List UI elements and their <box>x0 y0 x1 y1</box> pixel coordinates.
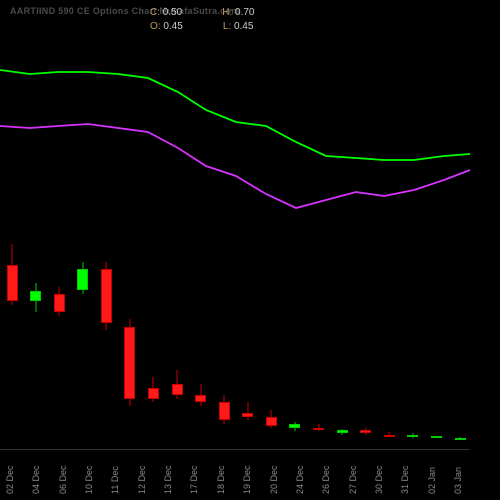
candle <box>124 0 135 450</box>
x-axis-label: 11 Dec <box>110 466 120 494</box>
candle-body <box>337 430 348 432</box>
x-axis: 02 Dec 04 Dec 06 Dec 10 Dec 11 Dec 12 Dec 13 D… <box>0 450 470 500</box>
candle <box>242 0 253 450</box>
x-axis-label: 18 Dec <box>216 465 226 494</box>
candle <box>172 0 183 450</box>
candle <box>148 0 159 450</box>
x-axis-label: 24 Dec <box>295 465 305 494</box>
candle <box>289 0 300 450</box>
candle-body <box>289 424 300 428</box>
candle <box>219 0 230 450</box>
x-axis-label: 30 Dec <box>374 465 384 494</box>
x-axis-label: 12 Dec <box>137 465 147 494</box>
x-axis-label: 31 Dec <box>400 465 410 494</box>
candle-body <box>77 269 88 291</box>
candle-body <box>219 402 230 420</box>
candle-wick <box>247 402 248 420</box>
candle <box>431 0 442 450</box>
candle-body <box>455 438 466 440</box>
indicator-lines <box>0 0 470 450</box>
plot-area <box>0 0 470 450</box>
candle <box>337 0 348 450</box>
candle <box>195 0 206 450</box>
candle-body <box>7 265 18 301</box>
candle <box>360 0 371 450</box>
options-chart: AARTIIND 590 CE Options Chart MunafaSutr… <box>0 0 500 500</box>
candle <box>384 0 395 450</box>
candle <box>30 0 41 450</box>
candle <box>407 0 418 450</box>
candle-body <box>54 294 65 312</box>
candle <box>54 0 65 450</box>
candle <box>266 0 277 450</box>
candle-body <box>242 413 253 417</box>
candle <box>7 0 18 450</box>
candle-body <box>313 428 324 431</box>
candle-body <box>360 430 371 433</box>
x-axis-label: 02 Jan <box>427 467 437 494</box>
candle-body <box>384 435 395 437</box>
x-axis-label: 27 Dec <box>348 465 358 494</box>
x-axis-label: 26 Dec <box>321 465 331 494</box>
candle <box>77 0 88 450</box>
candle-body <box>124 327 135 399</box>
x-axis-label: 20 Dec <box>269 465 279 494</box>
x-axis-label: 02 Dec <box>5 465 15 494</box>
candle <box>313 0 324 450</box>
x-axis-label: 10 Dec <box>84 465 94 494</box>
x-axis-label: 19 Dec <box>242 465 252 494</box>
candle-body <box>266 417 277 426</box>
candle-body <box>431 436 442 438</box>
x-axis-label: 04 Dec <box>31 465 41 494</box>
indicator-line-2 <box>0 124 470 208</box>
candle-body <box>195 395 206 402</box>
x-axis-label: 17 Dec <box>189 465 199 494</box>
candle-body <box>148 388 159 399</box>
candle-body <box>407 435 418 437</box>
candle-body <box>101 269 112 323</box>
candle <box>101 0 112 450</box>
candle-body <box>172 384 183 395</box>
indicator-line-1 <box>0 70 470 160</box>
x-axis-label: 03 Jan <box>453 467 463 494</box>
candle-body <box>30 291 41 302</box>
candle <box>455 0 466 450</box>
x-axis-label: 13 Dec <box>163 465 173 494</box>
x-axis-label: 06 Dec <box>58 465 68 494</box>
